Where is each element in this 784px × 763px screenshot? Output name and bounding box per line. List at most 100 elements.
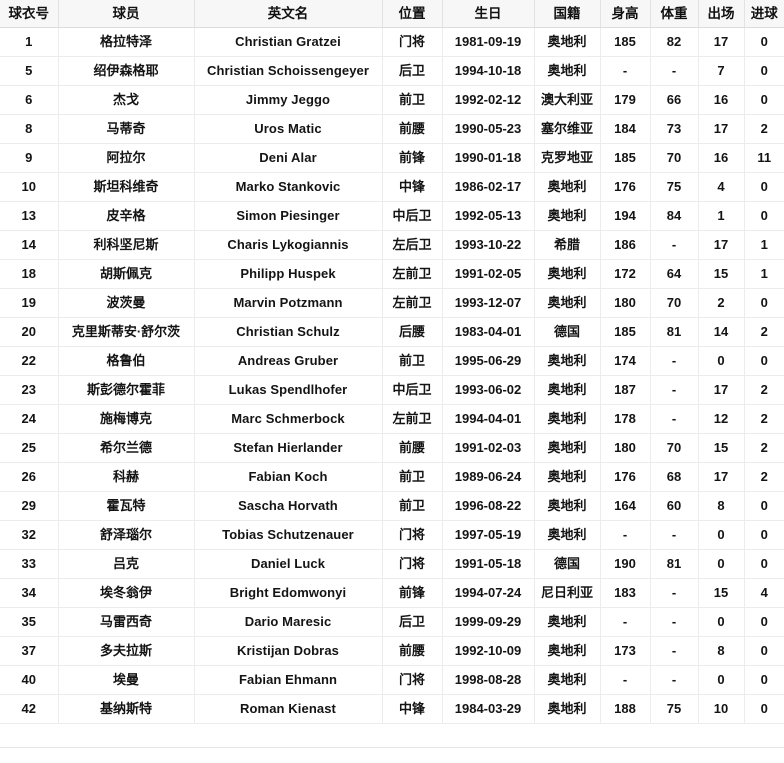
table-row[interactable]: 29 霍瓦特 Sascha Horvath 前卫 1996-08-22 奥地利 164 60 8…	[0, 491, 784, 521]
cell-number: 26	[0, 462, 59, 492]
cell-nation: 奥地利	[534, 694, 601, 724]
table-row[interactable]: 6 杰戈 Jimmy Jeggo 前卫 1992-02-12 澳大利亚 179 66 16 0	[0, 85, 784, 115]
cell-number: 19	[0, 288, 59, 318]
column-header-number[interactable]: 球衣号	[0, 0, 59, 28]
cell-weight: 68	[650, 462, 699, 492]
table-row[interactable]: 23 斯彭德尔霍菲 Lukas Spendlhofer 中后卫 1993-06-02 奥地…	[0, 375, 784, 405]
cell-number: 9	[0, 143, 59, 173]
cell-position: 门将	[382, 27, 443, 57]
cell-nation: 奥地利	[534, 665, 601, 695]
cell-number: 13	[0, 201, 59, 231]
cell-name_en: Philipp Huspek	[194, 259, 383, 289]
cell-nation: 奥地利	[534, 433, 601, 463]
cell-apps: 0	[698, 549, 745, 579]
cell-birthday: 1994-10-18	[442, 56, 535, 86]
cell-apps: 7	[698, 56, 745, 86]
cell-weight: -	[650, 520, 699, 550]
cell-nation: 德国	[534, 549, 601, 579]
cell-name_en: Simon Piesinger	[194, 201, 383, 231]
cell-position: 中锋	[382, 172, 443, 202]
cell-weight: -	[650, 404, 699, 434]
table-row[interactable]: 22 格鲁伯 Andreas Gruber 前卫 1995-06-29 奥地利 174-0 0	[0, 346, 784, 376]
column-header-name-en[interactable]: 英文名	[194, 0, 383, 28]
cell-nation: 奥地利	[534, 462, 601, 492]
table-row[interactable]: 42 基纳斯特 Roman Kienast 中锋 1984-03-29 奥地利 188 75 1…	[0, 694, 784, 724]
cell-apps: 17	[698, 27, 745, 57]
column-header-height[interactable]: 身高	[600, 0, 651, 28]
cell-weight: 70	[650, 288, 699, 318]
table-row[interactable]: 10 斯坦科维奇 Marko Stankovic 中锋 1986-02-17 奥地利 176…	[0, 172, 784, 202]
cell-birthday: 1994-04-01	[442, 404, 535, 434]
cell-name_en: Tobias Schutzenauer	[194, 520, 383, 550]
cell-goals: 0	[744, 201, 784, 231]
cell-birthday: 1993-10-22	[442, 230, 535, 260]
cell-nation: 澳大利亚	[534, 85, 601, 115]
column-header-name-cn[interactable]: 球员	[58, 0, 195, 28]
cell-height: 185	[600, 143, 651, 173]
cell-name_cn: 杰戈	[58, 85, 195, 115]
cell-apps: 17	[698, 375, 745, 405]
cell-height: 179	[600, 85, 651, 115]
cell-name_cn: 马雷西奇	[58, 607, 195, 637]
table-row[interactable]: 14 利科坚尼斯 Charis Lykogiannis 左后卫 1993-10-22 希腊…	[0, 230, 784, 260]
table-row[interactable]: 37 多夫拉斯 Kristijan Dobras 前腰 1992-10-09 奥地利 173…	[0, 636, 784, 666]
table-row[interactable]: 33 吕克 Daniel Luck 门将 1991-05-18 德国 190 81 0 0	[0, 549, 784, 579]
table-row[interactable]: 34 埃冬翁伊 Bright Edomwonyi 前锋 1994-07-24 尼日利亚 18…	[0, 578, 784, 608]
cell-number: 18	[0, 259, 59, 289]
column-header-apps[interactable]: 出场	[698, 0, 745, 28]
cell-weight: 75	[650, 172, 699, 202]
cell-name_cn: 利科坚尼斯	[58, 230, 195, 260]
cell-name_en: Marvin Potzmann	[194, 288, 383, 318]
table-row[interactable]: 19 波茨曼 Marvin Potzmann 左前卫 1993-12-07 奥地利 180 7…	[0, 288, 784, 318]
cell-goals: 1	[744, 259, 784, 289]
table-row[interactable]: 13 皮辛格 Simon Piesinger 中后卫 1992-05-13 奥地利 194 8…	[0, 201, 784, 231]
column-header-birthday[interactable]: 生日	[442, 0, 535, 28]
cell-nation: 塞尔维亚	[534, 114, 601, 144]
cell-height: -	[600, 56, 651, 86]
cell-height: 173	[600, 636, 651, 666]
table-row[interactable]: 1 格拉特泽 Christian Gratzei 门将 1981-09-19 奥地利 185…	[0, 27, 784, 57]
table-row[interactable]: 35 马雷西奇 Dario Maresic 后卫 1999-09-29 奥地利 - -0 0	[0, 607, 784, 637]
cell-birthday: 1991-05-18	[442, 549, 535, 579]
cell-name_cn: 埃曼	[58, 665, 195, 695]
cell-nation: 奥地利	[534, 404, 601, 434]
cell-name_en: Lukas Spendlhofer	[194, 375, 383, 405]
cell-height: 174	[600, 346, 651, 376]
column-header-weight[interactable]: 体重	[650, 0, 699, 28]
cell-height: 194	[600, 201, 651, 231]
table-row[interactable]: 32 舒泽瑙尔 Tobias Schutzenauer 门将 1997-05-19 奥地利…	[0, 520, 784, 550]
column-header-goals[interactable]: 进球	[744, 0, 784, 28]
table-row[interactable]: 5 绍伊森格耶 Christian Schoissengeyer 后卫 1994-10-…	[0, 56, 784, 86]
column-header-position[interactable]: 位置	[382, 0, 443, 28]
cell-goals: 0	[744, 520, 784, 550]
cell-number: 10	[0, 172, 59, 202]
cell-height: 185	[600, 27, 651, 57]
table-row[interactable]: 26 科赫 Fabian Koch 前卫 1989-06-24 奥地利 176 68 17 2	[0, 462, 784, 492]
cell-name_en: Kristijan Dobras	[194, 636, 383, 666]
cell-name_en: Christian Schulz	[194, 317, 383, 347]
cell-weight: 82	[650, 27, 699, 57]
column-header-nation[interactable]: 国籍	[534, 0, 601, 28]
cell-position: 左前卫	[382, 288, 443, 318]
cell-goals: 0	[744, 491, 784, 521]
cell-apps: 4	[698, 172, 745, 202]
table-row[interactable]: 24 施梅博克 Marc Schmerbock 左前卫 1994-04-01 奥地利 178…	[0, 404, 784, 434]
cell-apps: 15	[698, 578, 745, 608]
table-row[interactable]: 25 希尔兰德 Stefan Hierlander 前腰 1991-02-03 奥地利 18…	[0, 433, 784, 463]
table-row[interactable]: 9 阿拉尔 Deni Alar 前锋 1990-01-18 克罗地亚 185 70 16 11	[0, 143, 784, 173]
table-row[interactable]: 40 埃曼 Fabian Ehmann 门将 1998-08-28 奥地利 - -0 0	[0, 665, 784, 695]
table-row[interactable]: 8 马蒂奇 Uros Matic 前腰 1990-05-23 塞尔维亚 184 73 17 2	[0, 114, 784, 144]
cell-position: 前锋	[382, 578, 443, 608]
cell-nation: 奥地利	[534, 172, 601, 202]
cell-name_en: Roman Kienast	[194, 694, 383, 724]
cell-name_en: Charis Lykogiannis	[194, 230, 383, 260]
cell-name_cn: 马蒂奇	[58, 114, 195, 144]
cell-birthday: 1999-09-29	[442, 607, 535, 637]
table-row[interactable]: 20 克里斯蒂安·舒尔茨 Christian Schulz 后腰 1983-04-01 德…	[0, 317, 784, 347]
cell-goals: 0	[744, 56, 784, 86]
cell-position: 左后卫	[382, 230, 443, 260]
cell-nation: 希腊	[534, 230, 601, 260]
cell-weight: -	[650, 578, 699, 608]
table-row[interactable]: 18 胡斯佩克 Philipp Huspek 左前卫 1991-02-05 奥地利 172 6…	[0, 259, 784, 289]
cell-apps: 0	[698, 346, 745, 376]
